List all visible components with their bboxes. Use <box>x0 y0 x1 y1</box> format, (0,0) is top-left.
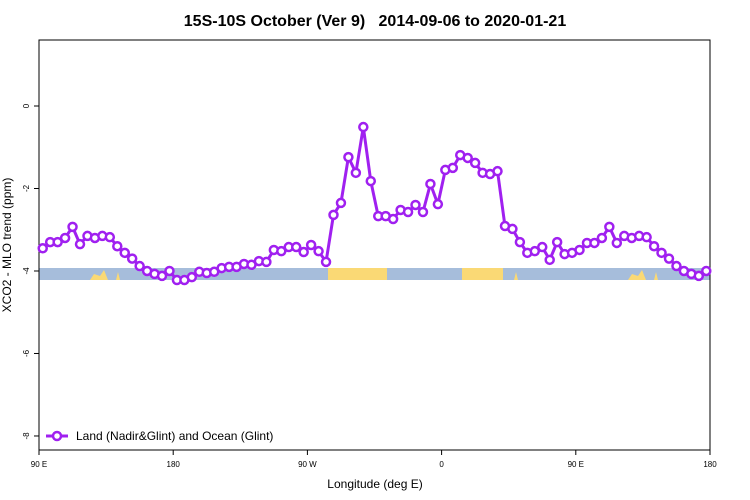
legend: Land (Nadir&Glint) and Ocean (Glint) <box>46 429 273 443</box>
data-point <box>663 253 675 264</box>
data-point <box>313 245 324 257</box>
data-point <box>701 265 712 277</box>
x-tick-label: 90 W <box>298 460 317 469</box>
data-point <box>320 256 332 268</box>
data-point <box>425 178 436 190</box>
chart-title: 15S-10S October (Ver 9) 2014-09-06 to 20… <box>184 13 567 30</box>
data-point <box>126 253 138 264</box>
data-point <box>514 236 526 248</box>
data-point <box>343 151 354 163</box>
legend-marker <box>51 430 63 442</box>
x-tick-label: 180 <box>703 460 717 469</box>
data-point <box>671 260 682 272</box>
land-band <box>328 268 387 280</box>
data-point <box>328 209 339 221</box>
y-tick-label: 0 <box>22 103 31 108</box>
data-point <box>551 236 563 248</box>
data-point <box>402 206 414 218</box>
land-patch <box>90 270 658 280</box>
data-point <box>186 271 198 283</box>
data-point <box>387 213 399 225</box>
data-point <box>693 270 705 282</box>
data-point <box>119 247 130 259</box>
legend-label: Land (Nadir&Glint) and Ocean (Glint) <box>76 429 273 443</box>
x-tick-label: 0 <box>439 460 444 469</box>
x-axis-label: Longitude (deg E) <box>327 477 422 491</box>
data-point <box>432 198 444 210</box>
data-point <box>305 239 317 251</box>
data-point <box>410 199 421 211</box>
x-tick-label: 180 <box>167 460 181 469</box>
plot-frame <box>38 39 711 451</box>
data-point <box>492 165 503 177</box>
y-tick-label: -8 <box>22 432 31 440</box>
data-point <box>298 246 309 258</box>
data-point <box>74 238 86 250</box>
data-point <box>358 121 369 133</box>
data-point <box>596 232 608 244</box>
data-point <box>365 175 377 187</box>
x-tick-label: 90 E <box>568 460 584 469</box>
y-tick-label: -4 <box>22 267 31 275</box>
data-point <box>37 243 48 254</box>
land-band <box>462 268 503 280</box>
data-point <box>469 157 481 169</box>
data-point <box>335 197 347 209</box>
data-point <box>67 221 78 233</box>
data-point <box>104 231 116 243</box>
data-point <box>537 241 548 253</box>
data-point <box>611 237 623 249</box>
data-point <box>112 240 123 252</box>
data-point <box>134 260 145 272</box>
data-point <box>52 236 63 248</box>
data-point <box>276 245 287 257</box>
data-point <box>462 152 473 164</box>
x-tick-label: 90 E <box>31 460 47 469</box>
y-axis-label: XCO2 - MLO trend (ppm) <box>0 178 14 313</box>
data-point <box>648 240 660 252</box>
data-point <box>261 256 272 268</box>
data-point <box>447 162 459 174</box>
data-point <box>350 167 362 179</box>
data-point <box>156 270 168 282</box>
data-point <box>164 265 175 277</box>
data-point <box>529 245 541 257</box>
y-tick-label: -2 <box>22 184 31 192</box>
data-point <box>589 237 600 249</box>
data-point <box>574 244 585 256</box>
data-point <box>656 247 667 259</box>
data-point <box>604 221 615 233</box>
data-point <box>641 231 652 243</box>
data-point <box>59 232 71 244</box>
data-point <box>417 206 429 218</box>
y-tick-label: -6 <box>22 349 31 357</box>
data-point <box>544 254 555 266</box>
data-point <box>507 223 518 235</box>
data-point <box>290 241 302 253</box>
series-line <box>41 125 708 282</box>
